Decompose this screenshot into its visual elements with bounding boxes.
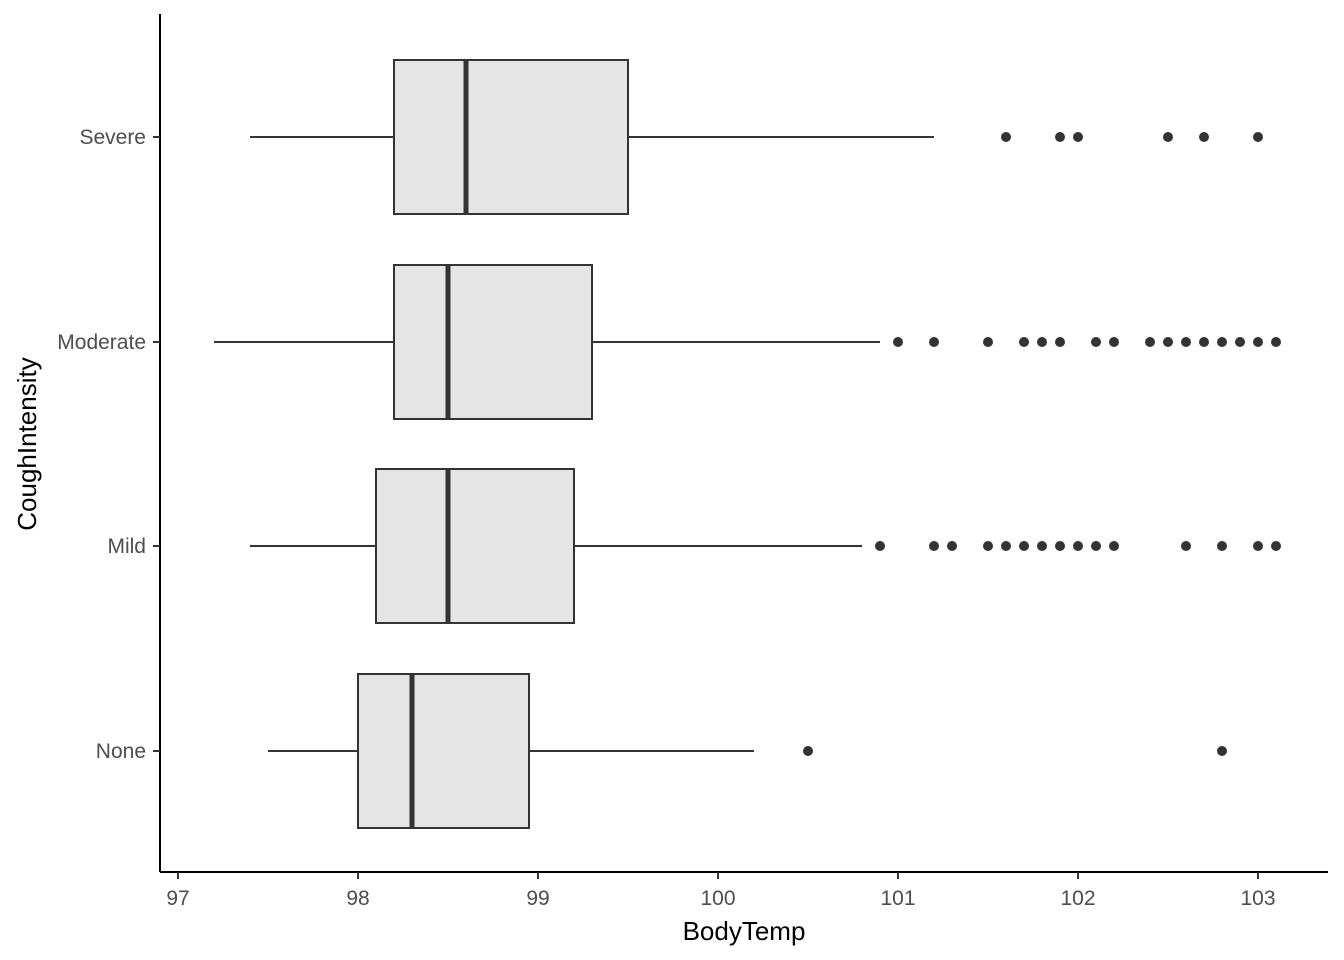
- outlier-point: [1217, 337, 1227, 347]
- box-group-none: [268, 673, 1227, 829]
- x-tick-label: 102: [1060, 887, 1095, 910]
- y-axis-title: CoughIntensity: [12, 357, 42, 530]
- outlier-point: [1055, 541, 1065, 551]
- box-group-mild: [250, 468, 1281, 624]
- y-tick-label: Moderate: [57, 331, 146, 354]
- x-axis-title: BodyTemp: [683, 916, 806, 946]
- outlier-point: [1163, 132, 1173, 142]
- outlier-point: [1037, 337, 1047, 347]
- x-tick-label: 99: [526, 887, 549, 910]
- y-tick-label: Severe: [79, 126, 146, 149]
- outlier-point: [1091, 337, 1101, 347]
- outlier-point: [929, 337, 939, 347]
- outlier-point: [1019, 337, 1029, 347]
- outlier-point: [1235, 337, 1245, 347]
- outlier-point: [1199, 337, 1209, 347]
- x-tick-label: 101: [880, 887, 915, 910]
- outlier-point: [1019, 541, 1029, 551]
- outlier-point: [1181, 541, 1191, 551]
- outlier-point: [803, 746, 813, 756]
- x-tick-label: 97: [166, 887, 189, 910]
- outlier-point: [1145, 337, 1155, 347]
- outlier-point: [1181, 337, 1191, 347]
- outlier-point: [1073, 541, 1083, 551]
- outlier-point: [1253, 132, 1263, 142]
- y-tick-label: None: [96, 740, 146, 763]
- x-axis: 97 98 99 100 101 102 103: [160, 871, 1328, 910]
- outlier-point: [893, 337, 903, 347]
- outlier-point: [1163, 337, 1173, 347]
- outlier-point: [947, 541, 957, 551]
- box-group-severe: [250, 59, 1263, 215]
- outlier-point: [1217, 541, 1227, 551]
- outlier-point: [1073, 132, 1083, 142]
- outlier-point: [1253, 541, 1263, 551]
- outlier-point: [1199, 132, 1209, 142]
- box: [393, 59, 629, 215]
- outlier-point: [983, 541, 993, 551]
- outlier-point: [929, 541, 939, 551]
- box: [393, 264, 593, 420]
- outlier-point: [983, 337, 993, 347]
- outlier-point: [1001, 132, 1011, 142]
- plot-area: [214, 59, 1281, 829]
- outlier-point: [1109, 337, 1119, 347]
- y-axis: None Mild Moderate Severe: [57, 14, 161, 872]
- outlier-point: [1217, 746, 1227, 756]
- box-group-moderate: [214, 264, 1281, 420]
- outlier-point: [1091, 541, 1101, 551]
- box: [357, 673, 530, 829]
- x-tick-label: 103: [1240, 887, 1275, 910]
- outlier-point: [1001, 541, 1011, 551]
- outlier-point: [1253, 337, 1263, 347]
- y-tick-label: Mild: [107, 535, 146, 558]
- x-tick-label: 100: [700, 887, 735, 910]
- outlier-point: [1055, 337, 1065, 347]
- x-tick-label: 98: [346, 887, 369, 910]
- outlier-point: [1109, 541, 1119, 551]
- box: [375, 468, 575, 624]
- outlier-point: [875, 541, 885, 551]
- outlier-point: [1271, 337, 1281, 347]
- outlier-point: [1271, 541, 1281, 551]
- outlier-point: [1055, 132, 1065, 142]
- outlier-point: [1037, 541, 1047, 551]
